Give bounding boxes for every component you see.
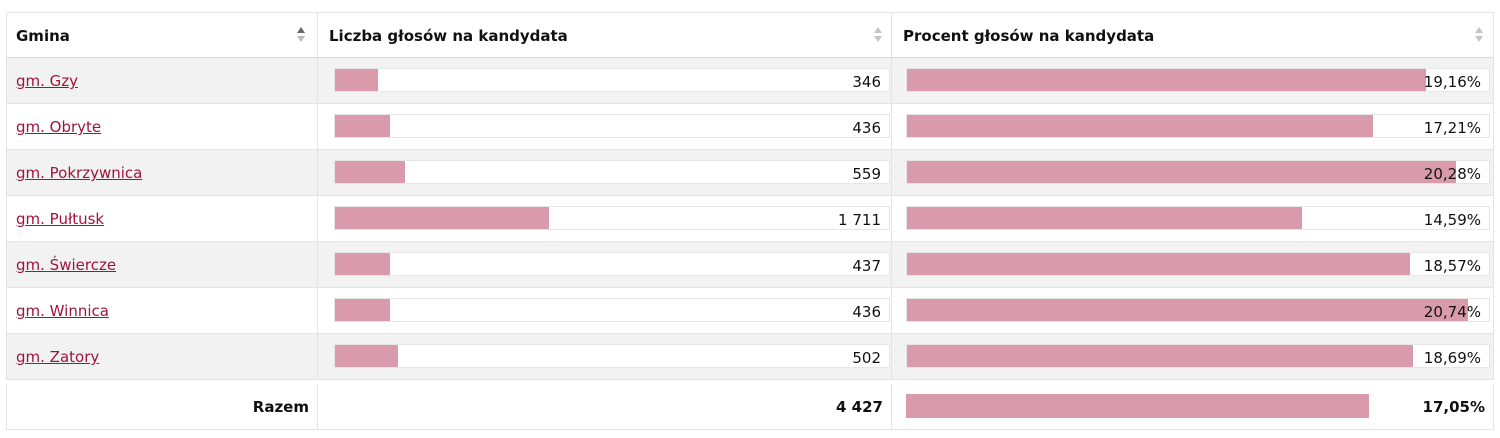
votes-bar-fill [335,345,398,367]
gmina-cell: gm. Pokrzywnica [6,150,318,195]
percent-cell: 20,28% [892,150,1494,195]
votes-bar: 559 [334,160,890,184]
percent-bar: 20,74% [906,298,1490,322]
votes-cell: 559 [318,150,892,195]
percent-value: 19,16% [1423,73,1481,91]
percent-value: 18,69% [1423,349,1481,367]
percent-bar-fill [907,161,1456,183]
votes-bar: 1 711 [334,206,890,230]
votes-value: 502 [852,349,881,367]
gmina-link[interactable]: gm. Zatory [16,348,100,366]
votes-bar-fill [335,115,390,137]
percent-cell: 19,16% [892,58,1494,103]
table-row: gm. Gzy 346 19,16% [6,58,1494,104]
percent-bar-fill [907,299,1469,321]
votes-value: 559 [852,165,881,183]
total-label: Razem [252,398,309,416]
percent-bar: 14,59% [906,206,1490,230]
percent-value: 20,28% [1423,165,1481,183]
gmina-cell: gm. Gzy [6,58,318,103]
votes-value: 436 [852,119,881,137]
votes-bar-fill [335,253,390,275]
votes-value: 346 [852,73,881,91]
total-votes: 4 427 [836,398,883,416]
sort-gmina-icon[interactable] [296,26,306,46]
percent-bar: 20,28% [906,160,1490,184]
percent-cell: 18,57% [892,242,1494,287]
gmina-link[interactable]: gm. Winnica [16,302,109,320]
percent-value: 17,21% [1423,119,1481,137]
gmina-link[interactable]: gm. Gzy [16,72,79,90]
percent-bar-fill [907,253,1410,275]
votes-bar: 346 [334,68,890,92]
header-gmina[interactable]: Gmina [6,13,318,57]
votes-cell: 1 711 [318,196,892,241]
votes-cell: 436 [318,104,892,149]
percent-cell: 17,21% [892,104,1494,149]
header-percent[interactable]: Procent głosów na kandydata [892,13,1494,57]
table-row: gm. Pokrzywnica 559 20,28% [6,150,1494,196]
gmina-link[interactable]: gm. Pokrzywnica [16,164,143,182]
votes-value: 436 [852,303,881,321]
header-votes-label: Liczba głosów na kandydata [329,27,568,45]
header-gmina-label: Gmina [16,27,70,45]
table-header-row: Gmina Liczba głosów na kandydata Procent… [6,12,1494,58]
gmina-link[interactable]: gm. Świercze [16,256,117,274]
votes-bar: 502 [334,344,890,368]
percent-bar-fill [907,207,1302,229]
total-label-cell: Razem [6,384,318,429]
votes-value: 437 [852,257,881,275]
header-percent-label: Procent głosów na kandydata [903,27,1155,45]
votes-cell: 502 [318,334,892,379]
table-row: gm. Obryte 436 17,21% [6,104,1494,150]
votes-cell: 436 [318,288,892,333]
votes-bar-fill [335,207,550,229]
percent-bar: 17,21% [906,114,1490,138]
table-row: gm. Zatory 502 18,69% [6,334,1494,380]
votes-bar: 436 [334,298,890,322]
table-row: gm. Pułtusk 1 711 14,59% [6,196,1494,242]
gmina-cell: gm. Pułtusk [6,196,318,241]
gmina-cell: gm. Obryte [6,104,318,149]
percent-bar-fill [907,345,1413,367]
total-percent: 17,05% [1422,398,1485,416]
percent-cell: 20,74% [892,288,1494,333]
gmina-cell: gm. Zatory [6,334,318,379]
table-row: gm. Winnica 436 20,74% [6,288,1494,334]
total-percent-cell: 17,05% [892,384,1494,429]
table-row: gm. Świercze 437 18,57% [6,242,1494,288]
votes-bar-fill [335,69,379,91]
votes-cell: 346 [318,58,892,103]
gmina-cell: gm. Winnica [6,288,318,333]
total-votes-cell: 4 427 [318,384,892,429]
total-percent-bar [906,394,1490,418]
votes-bar: 436 [334,114,890,138]
votes-bar: 437 [334,252,890,276]
percent-cell: 14,59% [892,196,1494,241]
header-votes[interactable]: Liczba głosów na kandydata [318,13,892,57]
percent-value: 14,59% [1423,211,1481,229]
percent-bar-fill [907,115,1373,137]
gmina-link[interactable]: gm. Pułtusk [16,210,105,228]
votes-bar-fill [335,161,405,183]
total-percent-bar-fill [906,394,1370,418]
percent-bar: 18,57% [906,252,1490,276]
total-row: Razem 4 427 17,05% [6,384,1494,430]
percent-value: 20,74% [1423,303,1481,321]
votes-bar-fill [335,299,390,321]
percent-bar: 19,16% [906,68,1490,92]
sort-percent-icon[interactable] [1474,26,1484,46]
sort-votes-icon[interactable] [873,26,883,46]
gmina-link[interactable]: gm. Obryte [16,118,102,136]
percent-value: 18,57% [1423,257,1481,275]
percent-cell: 18,69% [892,334,1494,379]
votes-cell: 437 [318,242,892,287]
percent-bar: 18,69% [906,344,1490,368]
votes-value: 1 711 [838,211,881,229]
gmina-cell: gm. Świercze [6,242,318,287]
percent-bar-fill [907,69,1426,91]
